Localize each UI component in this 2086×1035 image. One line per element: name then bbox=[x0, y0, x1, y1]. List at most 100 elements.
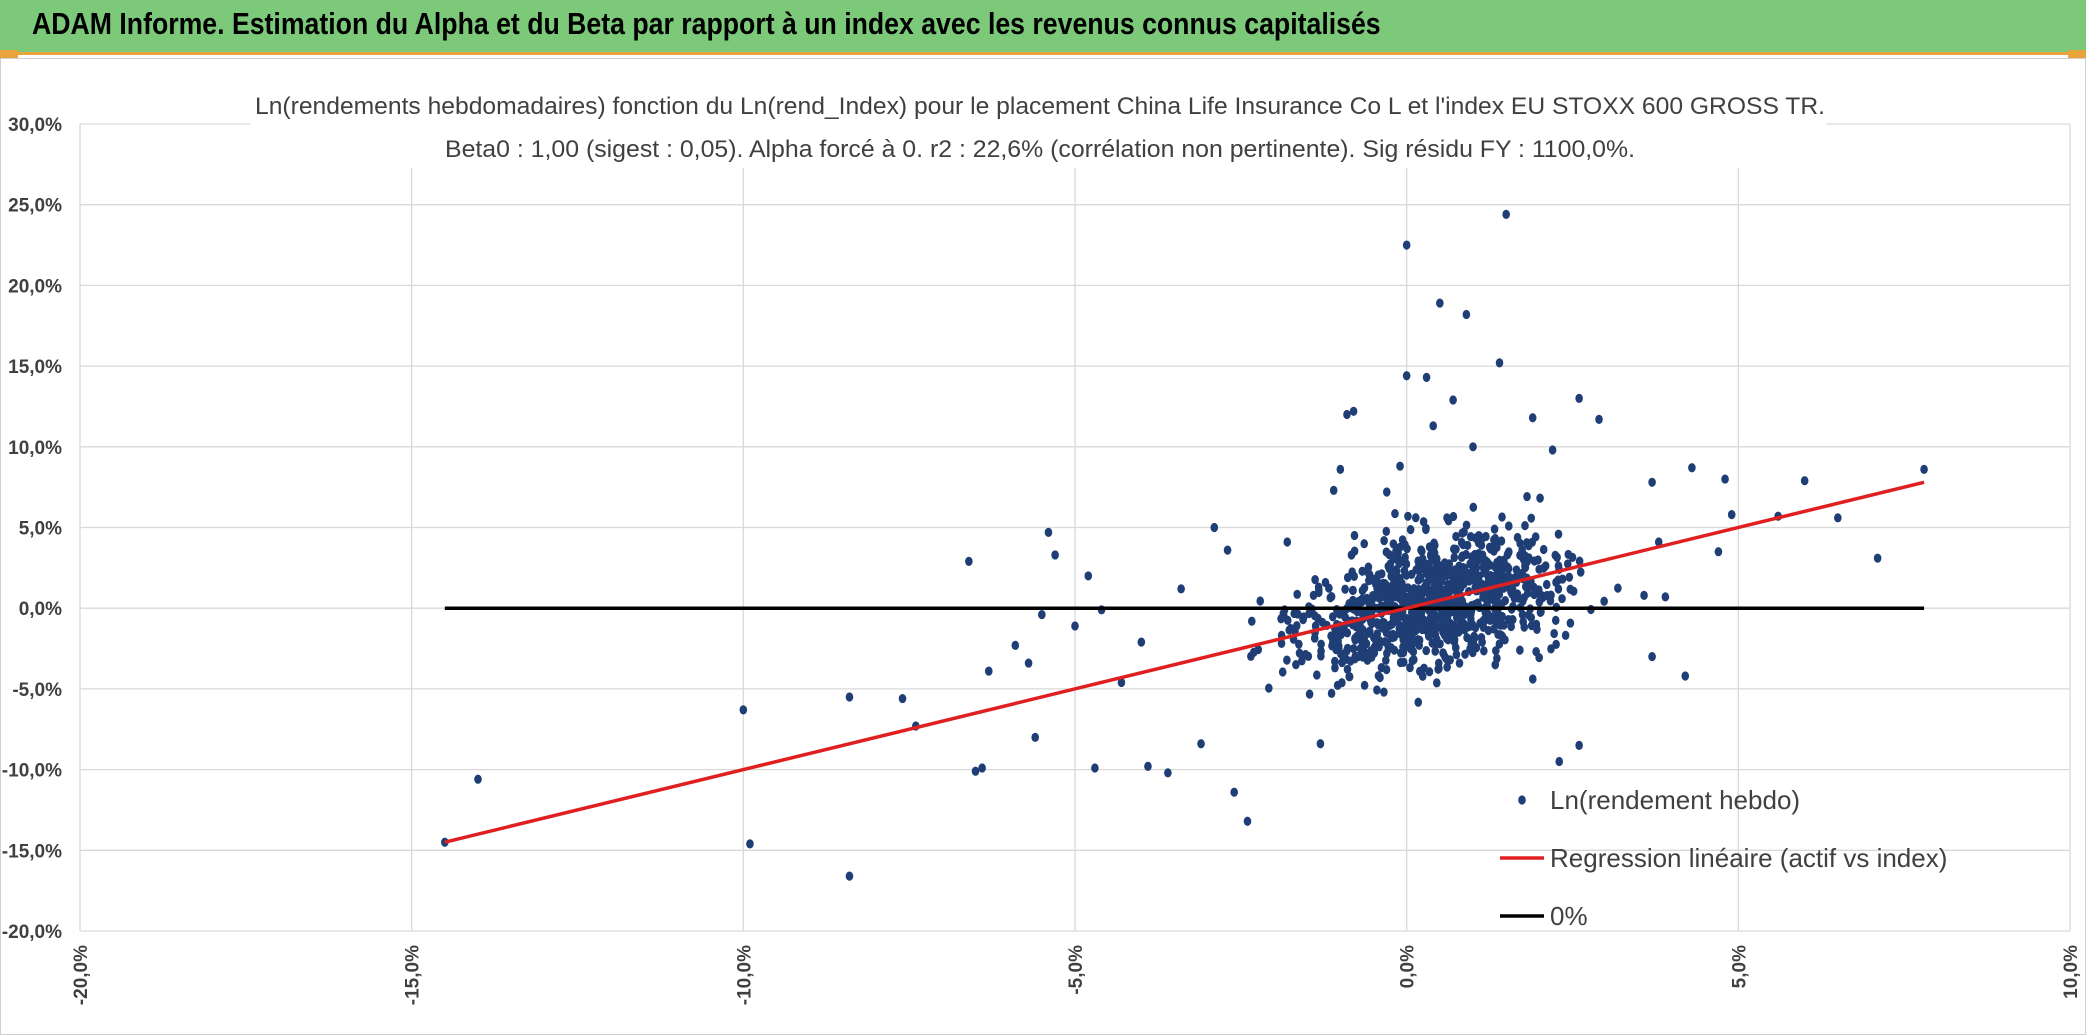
data-point bbox=[1304, 651, 1313, 662]
data-point bbox=[1402, 371, 1411, 381]
data-point bbox=[1491, 660, 1500, 670]
x-tick-label: 5,0% bbox=[1729, 945, 1750, 988]
data-point bbox=[1595, 414, 1603, 424]
data-point bbox=[1469, 502, 1478, 512]
data-point bbox=[1410, 655, 1418, 665]
data-point bbox=[1477, 632, 1486, 643]
data-point bbox=[1460, 625, 1469, 635]
data-point bbox=[1383, 638, 1392, 649]
data-point bbox=[1564, 549, 1573, 560]
data-point bbox=[1137, 637, 1146, 647]
data-point bbox=[1551, 615, 1560, 625]
data-point bbox=[1385, 564, 1394, 574]
data-point bbox=[1391, 508, 1399, 519]
data-point bbox=[1315, 585, 1323, 595]
data-point bbox=[1223, 545, 1232, 555]
data-point bbox=[1425, 542, 1434, 552]
y-axis-ticks: 30,0% 25,0% 20,0% 15,0% 10,0% 5,0% 0,0% -5,0% -1… bbox=[2, 115, 62, 943]
data-point bbox=[1408, 612, 1417, 622]
data-point bbox=[1550, 628, 1558, 639]
data-point bbox=[1528, 413, 1537, 423]
data-point bbox=[1446, 655, 1454, 665]
data-point bbox=[1350, 571, 1359, 581]
data-point bbox=[1416, 564, 1425, 575]
data-point bbox=[1721, 474, 1729, 484]
legend-marker-points bbox=[1518, 795, 1526, 805]
data-point bbox=[1500, 620, 1508, 630]
data-point bbox=[1345, 672, 1353, 682]
data-point bbox=[1416, 612, 1424, 622]
data-point bbox=[1402, 614, 1411, 624]
data-point bbox=[1387, 593, 1395, 603]
data-point bbox=[1317, 639, 1325, 649]
data-point bbox=[1374, 671, 1383, 681]
data-point bbox=[1434, 658, 1443, 668]
data-point bbox=[1341, 584, 1349, 594]
data-point bbox=[1469, 634, 1478, 644]
data-point bbox=[1566, 618, 1575, 628]
data-point bbox=[1338, 678, 1346, 688]
data-point bbox=[1565, 572, 1574, 582]
data-point bbox=[1397, 648, 1405, 658]
data-point bbox=[1382, 583, 1390, 594]
data-point bbox=[1325, 583, 1333, 593]
data-point bbox=[1024, 658, 1033, 668]
data-point bbox=[1349, 406, 1358, 416]
data-point bbox=[1463, 540, 1472, 551]
data-point bbox=[1350, 530, 1359, 541]
data-point bbox=[1345, 598, 1354, 609]
data-point bbox=[1464, 608, 1473, 618]
x-tick-label: -5,0% bbox=[1066, 945, 1087, 995]
data-point bbox=[1335, 629, 1343, 639]
data-point bbox=[1409, 647, 1418, 657]
data-point bbox=[1681, 671, 1690, 681]
data-point bbox=[1498, 512, 1506, 522]
data-point bbox=[1247, 616, 1256, 626]
data-point bbox=[845, 692, 854, 702]
chart-subtitle: Beta0 : 1,00 (sigest : 0,05). Alpha forc… bbox=[445, 136, 1635, 163]
data-point bbox=[1377, 663, 1386, 673]
data-point bbox=[1446, 582, 1455, 592]
data-point bbox=[1359, 646, 1368, 656]
data-point bbox=[1409, 591, 1418, 601]
data-point bbox=[1349, 585, 1357, 595]
chart-title: Ln(rendements hebdomadaires) fonction du… bbox=[255, 93, 1825, 120]
data-point bbox=[1355, 596, 1364, 606]
data-point bbox=[1800, 476, 1809, 486]
data-point bbox=[1498, 611, 1506, 622]
data-point bbox=[1385, 550, 1394, 560]
data-point bbox=[1331, 663, 1339, 673]
data-point bbox=[1329, 485, 1338, 495]
data-point bbox=[1452, 531, 1460, 542]
data-point bbox=[1462, 549, 1470, 560]
data-point bbox=[1600, 596, 1608, 606]
data-point bbox=[1285, 625, 1294, 635]
data-point bbox=[1512, 565, 1521, 575]
data-point bbox=[971, 766, 980, 776]
data-point bbox=[1422, 523, 1430, 533]
x-tick-label: 0,0% bbox=[1398, 945, 1419, 988]
data-point bbox=[1406, 663, 1414, 673]
data-point bbox=[1466, 532, 1475, 542]
data-point bbox=[1640, 590, 1648, 601]
data-point bbox=[1406, 639, 1414, 649]
data-point bbox=[845, 871, 854, 881]
data-point bbox=[1310, 633, 1319, 643]
data-point bbox=[1493, 542, 1501, 552]
data-point bbox=[1920, 464, 1928, 474]
data-point bbox=[1521, 520, 1529, 531]
data-point bbox=[1373, 629, 1382, 639]
data-point bbox=[1305, 689, 1314, 699]
data-point bbox=[1390, 616, 1398, 626]
data-point bbox=[1317, 651, 1325, 661]
data-point bbox=[1336, 464, 1345, 474]
data-point bbox=[1492, 646, 1500, 656]
data-point bbox=[1390, 645, 1399, 655]
data-point bbox=[1310, 611, 1319, 621]
data-point bbox=[1504, 548, 1513, 558]
data-point bbox=[1479, 622, 1488, 632]
data-point bbox=[1311, 574, 1319, 585]
data-point bbox=[1374, 620, 1383, 630]
data-point bbox=[1292, 621, 1301, 631]
